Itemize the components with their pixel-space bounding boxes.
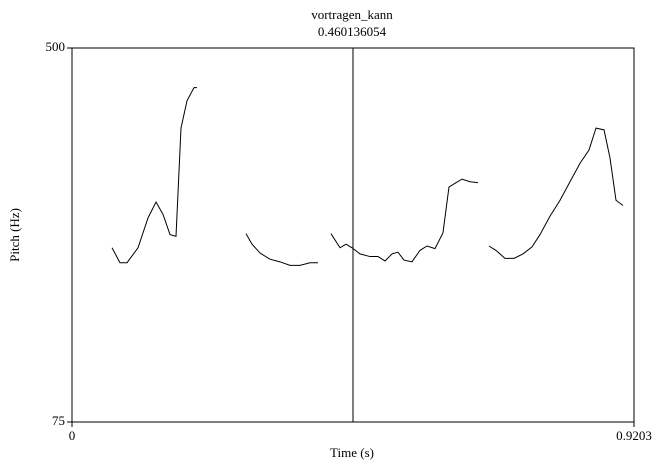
- y-tick-label: 500: [46, 39, 66, 54]
- y-tick-label: 75: [52, 413, 65, 428]
- y-axis-label: Pitch (Hz): [7, 208, 22, 262]
- chart-title: vortragen_kann: [311, 7, 393, 22]
- x-axis-label: Time (s): [330, 445, 374, 460]
- pitch-line: [111, 87, 624, 266]
- cursor-label: 0.460136054: [318, 24, 387, 39]
- x-tick-label: 0.9203: [616, 428, 652, 443]
- x-tick-label: 0: [69, 428, 76, 443]
